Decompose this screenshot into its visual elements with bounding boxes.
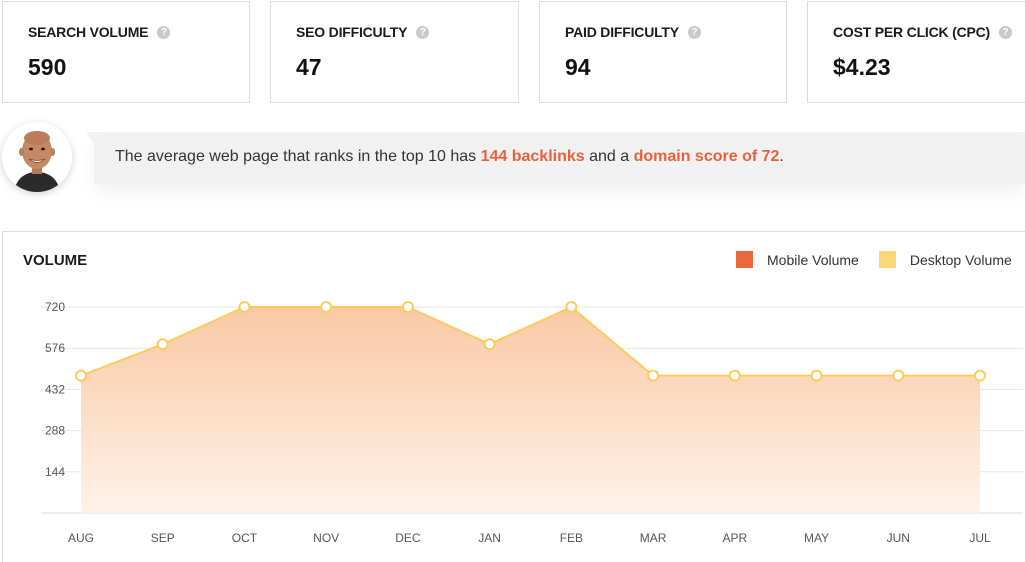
question-circle-icon[interactable]: ? <box>999 26 1013 39</box>
x-tick-label: FEB <box>560 531 583 545</box>
seo-difficulty-label: SEO DIFFICULTY? <box>296 24 430 40</box>
legend-item-mobile[interactable]: Mobile Volume <box>736 251 859 268</box>
domain-score-highlight: domain score of 72 <box>633 148 780 165</box>
advice-middle: and a <box>584 148 634 165</box>
data-point <box>647 369 660 382</box>
bubble-notch <box>86 132 94 144</box>
x-tick-label: MAY <box>804 531 829 545</box>
advice-section: The average web page that ranks in the t… <box>0 118 1025 214</box>
question-circle-icon[interactable]: ? <box>416 26 430 39</box>
metrics-row: SEARCH VOLUME? 590 SEO DIFFICULTY? 47 PA… <box>0 0 1025 104</box>
data-point <box>483 338 496 351</box>
volume-chart: 144 288 432 576 720 AUG SEP OCT NOV DEC JAN FEB MAR A… <box>41 300 1023 545</box>
question-circle-icon[interactable]: ? <box>687 26 701 39</box>
advice-bubble: The average web page that ranks in the t… <box>86 132 1025 184</box>
x-tick-label: AUG <box>68 531 94 545</box>
x-tick-label: OCT <box>232 531 258 545</box>
data-point <box>892 369 905 382</box>
question-circle-icon[interactable]: ? <box>157 26 171 39</box>
cpc-value: $4.23 <box>833 54 891 80</box>
chart-legend: Mobile Volume Desktop Volume <box>736 251 1025 268</box>
data-point <box>728 369 741 382</box>
cpc-card: COST PER CLICK (CPC)? $4.23 <box>807 1 1025 103</box>
legend-label-mobile: Mobile Volume <box>767 251 859 268</box>
y-tick-label: 288 <box>45 424 65 438</box>
desktop-volume-line <box>80 305 980 377</box>
advice-suffix: . <box>779 148 784 165</box>
search-volume-label-text: SEARCH VOLUME <box>28 24 149 40</box>
paid-difficulty-label: PAID DIFFICULTY? <box>565 24 701 40</box>
avatar <box>2 122 72 192</box>
search-volume-card: SEARCH VOLUME? 590 <box>2 1 250 103</box>
data-point <box>565 301 578 313</box>
y-tick-label: 720 <box>45 300 65 314</box>
x-tick-label: JAN <box>478 531 501 545</box>
user-avatar-photo <box>2 122 72 192</box>
data-point <box>320 301 333 313</box>
advice-prefix: The average web page that ranks in the t… <box>115 148 481 165</box>
seo-difficulty-value: 47 <box>296 54 322 80</box>
y-tick-label: 432 <box>45 382 65 396</box>
legend-swatch-desktop <box>878 251 896 268</box>
x-tick-label: SEP <box>151 531 175 545</box>
data-point <box>810 369 823 382</box>
panel-title: VOLUME <box>23 252 88 269</box>
x-tick-label: MAR <box>640 531 667 545</box>
cpc-label-text: COST PER CLICK (CPC) <box>833 24 991 40</box>
data-point <box>974 369 986 382</box>
data-point <box>75 369 87 382</box>
backlinks-highlight: 144 backlinks <box>480 148 585 165</box>
x-tick-label: JUL <box>969 531 991 545</box>
seo-difficulty-card: SEO DIFFICULTY? 47 <box>270 1 519 103</box>
data-point <box>238 301 251 313</box>
y-tick-label: 144 <box>45 465 65 479</box>
x-tick-label: DEC <box>395 531 421 545</box>
advice-text: The average web page that ranks in the t… <box>115 148 784 166</box>
data-point <box>156 338 169 351</box>
x-tick-label: JUN <box>887 531 910 545</box>
data-point <box>401 301 414 313</box>
cpc-label: COST PER CLICK (CPC)? <box>833 24 1013 40</box>
legend-label-desktop: Desktop Volume <box>909 251 1012 268</box>
x-tick-label: NOV <box>313 531 339 545</box>
x-tick-label: APR <box>722 531 747 545</box>
search-volume-label: SEARCH VOLUME? <box>28 24 171 40</box>
paid-difficulty-label-text: PAID DIFFICULTY <box>565 24 679 40</box>
y-tick-label: 576 <box>45 341 65 355</box>
paid-difficulty-value: 94 <box>565 54 591 80</box>
legend-item-desktop[interactable]: Desktop Volume <box>878 251 1012 268</box>
seo-difficulty-label-text: SEO DIFFICULTY <box>296 24 408 40</box>
legend-swatch-mobile <box>736 251 753 268</box>
volume-panel: VOLUME Mobile Volume Desktop Volume 144 2… <box>2 231 1025 562</box>
desktop-volume-area <box>81 307 980 513</box>
search-volume-value: 590 <box>28 54 67 80</box>
paid-difficulty-card: PAID DIFFICULTY? 94 <box>539 1 787 103</box>
